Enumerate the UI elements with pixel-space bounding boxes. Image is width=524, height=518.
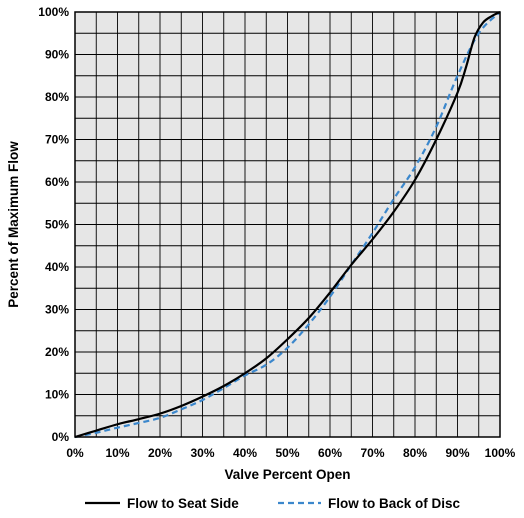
x-tick-label: 70% xyxy=(360,446,384,460)
legend: Flow to Seat Side Flow to Back of Disc xyxy=(85,496,461,511)
y-tick-label: 50% xyxy=(45,218,69,232)
y-tick-label: 40% xyxy=(45,260,69,274)
x-tick-label: 40% xyxy=(233,446,257,460)
y-tick-label: 70% xyxy=(45,133,69,147)
series-layer xyxy=(74,11,501,439)
plot-frame xyxy=(74,11,501,438)
legend-label-flow-to-seat-side: Flow to Seat Side xyxy=(127,496,239,511)
y-tick-label: 90% xyxy=(45,48,69,62)
y-tick-label: 0% xyxy=(52,430,70,444)
x-tick-label: 50% xyxy=(275,446,299,460)
y-tick-label: 60% xyxy=(45,175,69,189)
y-tick-label: 20% xyxy=(45,345,69,359)
x-tick-label: 90% xyxy=(445,446,469,460)
x-tick-label: 30% xyxy=(190,446,214,460)
x-axis-title: Valve Percent Open xyxy=(224,467,350,482)
y-tick-label: 80% xyxy=(45,90,69,104)
x-axis-ticks: 0% 10% 20% 30% 40% 50% 60% 70% 80% 90% 100% xyxy=(66,446,515,460)
x-tick-label: 80% xyxy=(403,446,427,460)
plot-area xyxy=(74,11,501,439)
series-line-flow-to-back-of-disc xyxy=(74,11,501,439)
series-line-flow-to-seat-side xyxy=(74,11,501,439)
x-tick-label: 20% xyxy=(148,446,172,460)
y-tick-label: 30% xyxy=(45,303,69,317)
y-tick-label: 10% xyxy=(45,388,69,402)
y-tick-label: 100% xyxy=(38,5,69,19)
grid-lines xyxy=(75,12,500,437)
legend-label-flow-to-back-of-disc: Flow to Back of Disc xyxy=(328,496,461,511)
y-axis-title: Percent of Maximum Flow xyxy=(6,141,21,308)
x-tick-label: 0% xyxy=(66,446,84,460)
x-tick-label: 100% xyxy=(485,446,516,460)
y-axis-ticks: 0% 10% 20% 30% 40% 50% 60% 70% 80% 90% 100% xyxy=(38,5,69,444)
x-tick-label: 60% xyxy=(318,446,342,460)
x-tick-label: 10% xyxy=(105,446,129,460)
